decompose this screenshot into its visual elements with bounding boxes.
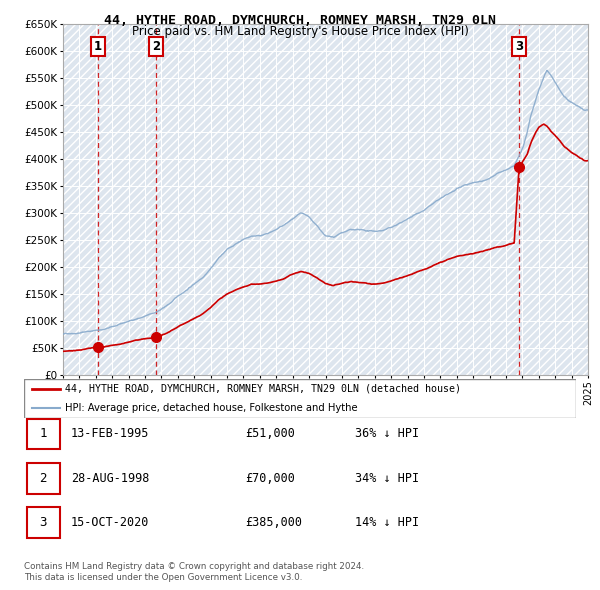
Text: 2: 2 — [40, 471, 47, 485]
Text: 44, HYTHE ROAD, DYMCHURCH, ROMNEY MARSH, TN29 0LN (detached house): 44, HYTHE ROAD, DYMCHURCH, ROMNEY MARSH,… — [65, 384, 461, 394]
Text: Price paid vs. HM Land Registry's House Price Index (HPI): Price paid vs. HM Land Registry's House … — [131, 25, 469, 38]
Text: 13-FEB-1995: 13-FEB-1995 — [71, 427, 149, 441]
Text: 36% ↓ HPI: 36% ↓ HPI — [355, 427, 419, 441]
Text: £70,000: £70,000 — [245, 471, 295, 485]
Text: HPI: Average price, detached house, Folkestone and Hythe: HPI: Average price, detached house, Folk… — [65, 403, 358, 413]
Text: 15-OCT-2020: 15-OCT-2020 — [71, 516, 149, 529]
Text: This data is licensed under the Open Government Licence v3.0.: This data is licensed under the Open Gov… — [24, 573, 302, 582]
Text: Contains HM Land Registry data © Crown copyright and database right 2024.: Contains HM Land Registry data © Crown c… — [24, 562, 364, 571]
Text: 28-AUG-1998: 28-AUG-1998 — [71, 471, 149, 485]
Bar — [27, 463, 60, 493]
Text: 14% ↓ HPI: 14% ↓ HPI — [355, 516, 419, 529]
Text: £385,000: £385,000 — [245, 516, 302, 529]
Text: 1: 1 — [40, 427, 47, 441]
Text: 1: 1 — [94, 40, 102, 53]
Text: 34% ↓ HPI: 34% ↓ HPI — [355, 471, 419, 485]
Text: 3: 3 — [40, 516, 47, 529]
Text: 44, HYTHE ROAD, DYMCHURCH, ROMNEY MARSH, TN29 0LN: 44, HYTHE ROAD, DYMCHURCH, ROMNEY MARSH,… — [104, 14, 496, 27]
Text: 3: 3 — [515, 40, 523, 53]
Bar — [27, 419, 60, 450]
Bar — [27, 507, 60, 538]
Text: 2: 2 — [152, 40, 160, 53]
Text: £51,000: £51,000 — [245, 427, 295, 441]
